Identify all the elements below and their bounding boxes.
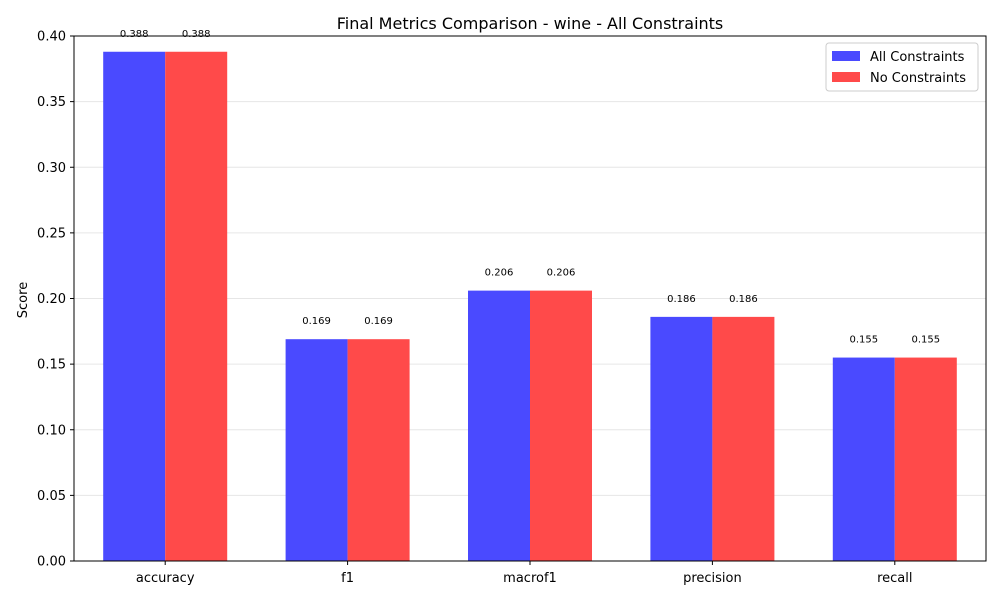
legend: All Constraints No Constraints bbox=[826, 43, 978, 91]
y-tick-label: 0.00 bbox=[37, 555, 66, 570]
bar-recall-all-constraints bbox=[833, 358, 895, 561]
bar-macrof1-no-constraints bbox=[530, 291, 592, 561]
chart-title: Final Metrics Comparison - wine - All Co… bbox=[337, 14, 724, 33]
bar-value-label: 0.186 bbox=[729, 294, 758, 305]
x-tick-label: precision bbox=[683, 571, 742, 586]
bar-recall-no-constraints bbox=[895, 358, 957, 561]
y-tick-label: 0.25 bbox=[37, 226, 66, 241]
x-tick-label: f1 bbox=[341, 571, 354, 586]
y-tick-label: 0.40 bbox=[37, 30, 66, 45]
y-tick-label: 0.35 bbox=[37, 95, 66, 110]
bar-macrof1-all-constraints bbox=[468, 291, 530, 561]
bar-precision-no-constraints bbox=[712, 317, 774, 561]
bar-accuracy-all-constraints bbox=[103, 52, 165, 561]
legend-swatch bbox=[832, 72, 860, 82]
y-tick-label: 0.20 bbox=[37, 292, 66, 307]
bar-value-label: 0.169 bbox=[364, 316, 393, 327]
bar-value-label: 0.169 bbox=[302, 316, 331, 327]
x-tick-label: accuracy bbox=[136, 571, 195, 586]
legend-label: All Constraints bbox=[870, 50, 965, 65]
bar-f1-all-constraints bbox=[286, 339, 348, 561]
bar-value-label: 0.388 bbox=[120, 29, 149, 40]
bar-value-label: 0.388 bbox=[182, 29, 211, 40]
bar-value-label: 0.206 bbox=[547, 268, 576, 279]
bar-value-label: 0.155 bbox=[849, 335, 878, 346]
y-tick-label: 0.10 bbox=[37, 423, 66, 438]
legend-swatch bbox=[832, 51, 860, 61]
y-tick-label: 0.05 bbox=[37, 489, 66, 504]
y-tick-label: 0.15 bbox=[37, 358, 66, 373]
bars bbox=[103, 52, 957, 561]
bar-accuracy-no-constraints bbox=[165, 52, 227, 561]
x-tick-label: recall bbox=[877, 571, 912, 586]
legend-label: No Constraints bbox=[870, 71, 966, 86]
bar-value-label: 0.206 bbox=[485, 268, 514, 279]
y-tick-label: 0.30 bbox=[37, 161, 66, 176]
bar-value-label: 0.155 bbox=[911, 335, 940, 346]
bar-value-label: 0.186 bbox=[667, 294, 696, 305]
bar-precision-all-constraints bbox=[650, 317, 712, 561]
bar-f1-no-constraints bbox=[348, 339, 410, 561]
y-axis-label: Score bbox=[16, 282, 31, 318]
x-tick-label: macrof1 bbox=[503, 571, 557, 586]
